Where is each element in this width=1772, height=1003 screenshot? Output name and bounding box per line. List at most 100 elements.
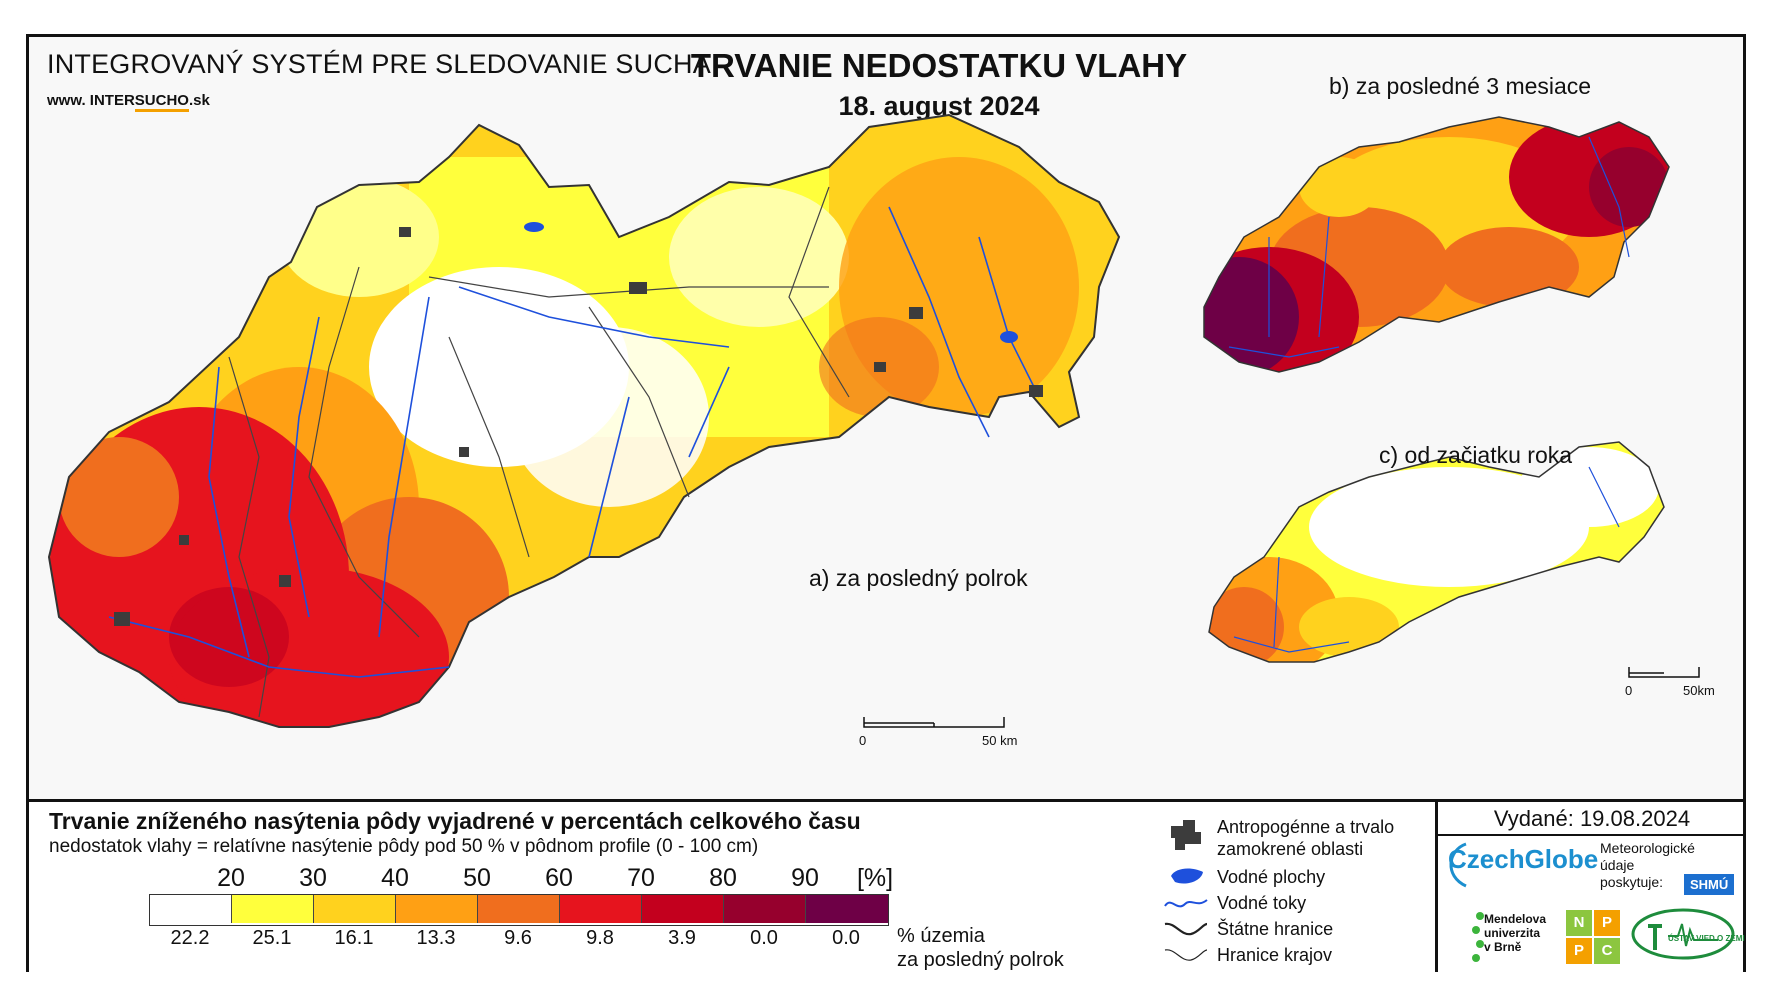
map-area: INTEGROVANÝ SYSTÉM PRE SLEDOVANIE SUCHA … [29,37,1743,799]
legend-color-cell [232,895,314,923]
legend-colorbar [149,894,889,926]
website-suffix: .sk [188,92,210,109]
header-left: INTEGROVANÝ SYSTÉM PRE SLEDOVANIE SUCHA … [47,49,711,112]
anthropogenic-label-2: zamokrené oblasti [1217,839,1364,859]
legend-tick: 40 [381,864,409,892]
legend-item-water-bodies: Vodné plochy [1159,866,1429,892]
legend-percentage: 9.6 [504,927,532,949]
state-border-label: Štátne hranice [1217,919,1334,939]
legend-percentage: 22.2 [170,927,210,949]
legend-percentage: 16.1 [334,927,374,949]
meteo-line-1: Meteorologické [1600,840,1695,856]
map-b-rivers [1228,136,1630,358]
legend-pct-label-2: za posledný polrok [897,949,1064,971]
meteo-provider: Meteorologické údaje poskytuje: [1600,840,1695,891]
legend-tick: 80 [709,864,737,892]
state-border-icon [1164,922,1208,936]
legend-ticks: 20 30 40 50 60 70 80 90 [%] [149,864,909,892]
scale-bar-main [863,717,1005,728]
map-a-state-border [47,113,1121,728]
legend-color-cell [642,895,724,923]
shmu-logo: SHMÚ [1684,874,1735,895]
uvz-logo-text: ÚSTAV VIED O ZEMI [1668,934,1745,943]
czechglobe-logo: CzechGlobe [1448,844,1599,874]
river-icon [1164,899,1208,908]
nppc-letter: C [1594,938,1620,964]
legend-area: Trvanie zníženého nasýtenia pôdy vyjadre… [29,799,1746,972]
legend-unit: [%] [856,864,894,892]
map-a-water-bodies [524,222,1018,343]
anthropogenic-icon [1171,820,1201,850]
legend-item-region-border: Hranice krajov [1159,944,1429,970]
legend-percentages: 22.2 25.1 16.1 13.3 9.6 9.8 3.9 0.0 0.0 [149,927,887,950]
panel-b-label: b) za posledné 3 mesiace [1329,73,1592,99]
main-title: TRVANIE NEDOSTATKU VLAHY [690,47,1188,84]
scale-main-start: 0 [859,733,867,748]
legend-item-anthropogenic: Antropogénne a trvalo zamokrené oblasti [1159,814,1429,859]
map-panel-a [47,113,1700,728]
legend-color-cell [478,895,560,923]
system-title: INTEGROVANÝ SYSTÉM PRE SLEDOVANIE SUCHA [47,49,711,79]
water-body-icon [1171,868,1203,884]
legend-tick: 50 [463,864,491,892]
legend-color-cell [724,895,806,923]
rivers-label: Vodné toky [1217,893,1307,913]
anthropogenic-label-1: Antropogénne a trvalo [1217,817,1395,837]
water-bodies-label: Vodné plochy [1217,867,1326,887]
legend-color-cell [396,895,478,923]
map-a-anthropogenic-areas [114,227,1043,626]
map-c-state-border [1208,441,1665,663]
uvz-logo-icon [1631,908,1735,960]
legend-title: Trvanie zníženého nasýtenia pôdy vyjadre… [49,808,861,834]
panel-a-label: a) za posledný polrok [809,565,1028,591]
legend-percentage: 3.9 [668,927,696,949]
website-prefix: www. INTER [47,92,135,109]
nppc-letter: P [1594,910,1620,936]
meteo-line-2: údaje [1600,857,1635,873]
meteo-line-3: poskytuje: [1600,874,1664,890]
legend-percentage: 0.0 [750,927,778,949]
legend-color-cell [150,895,232,923]
legend-tick: 20 [217,864,245,892]
legend-color-cell [314,895,396,923]
mendel-university-logo: Mendelova univerzita v Brně [1484,912,1546,954]
scale-small-start: 0 [1625,683,1633,698]
legend-color-cell [806,895,888,923]
legend-color-cell [560,895,642,923]
scale-small-end: 50km [1683,683,1715,698]
legend-percentage: 9.8 [586,927,614,949]
legend-percentage: 13.3 [416,927,456,949]
mendel-line-2: univerzita [1484,926,1541,940]
credits-box: Vydané: 19.08.2024 CzechGlobe Meteorolog… [1435,802,1746,972]
nppc-logo: N P P C [1566,910,1620,964]
legend-percentage: 25.1 [252,927,292,949]
scale-main-end: 50 km [982,733,1018,748]
issued-date: Vydané: 19.08.2024 [1438,804,1746,836]
nppc-letter: N [1566,910,1592,936]
map-a-drought-fill [49,115,1119,727]
region-border-icon [1164,949,1208,961]
mendel-line-1: Mendelova [1484,912,1547,926]
legend-subtitle: nedostatok vlahy = relatívne nasýtenie p… [49,836,759,857]
map-a-rivers [108,206,1040,678]
legend-tick: 30 [299,864,327,892]
scale-bar-small [1628,667,1700,678]
legend-item-state-border: Štátne hranice [1159,918,1429,944]
legend-tick: 90 [791,864,819,892]
panel-c-label: c) od začiatku roka [1379,442,1573,468]
map-c-rivers [1233,466,1620,653]
nppc-letter: P [1566,938,1592,964]
map-b-state-border [1203,116,1670,373]
legend-percentage: 0.0 [832,927,860,949]
map-frame: INTEGROVANÝ SYSTÉM PRE SLEDOVANIE SUCHA … [26,34,1746,972]
website-link[interactable]: www. INTERSUCHO.sk [47,92,711,112]
mendel-dots-icon [1472,912,1484,962]
legend-pct-label-1: % územia [897,925,985,947]
region-border-label: Hranice krajov [1217,945,1333,965]
legend-tick: 70 [627,864,655,892]
legend-item-rivers: Vodné toky [1159,892,1429,918]
map-a-region-borders [228,186,850,718]
legend-pct-label: % územia za posledný polrok [897,924,1064,972]
czechglobe-arc-icon [1449,842,1467,888]
legend-tick: 60 [545,864,573,892]
